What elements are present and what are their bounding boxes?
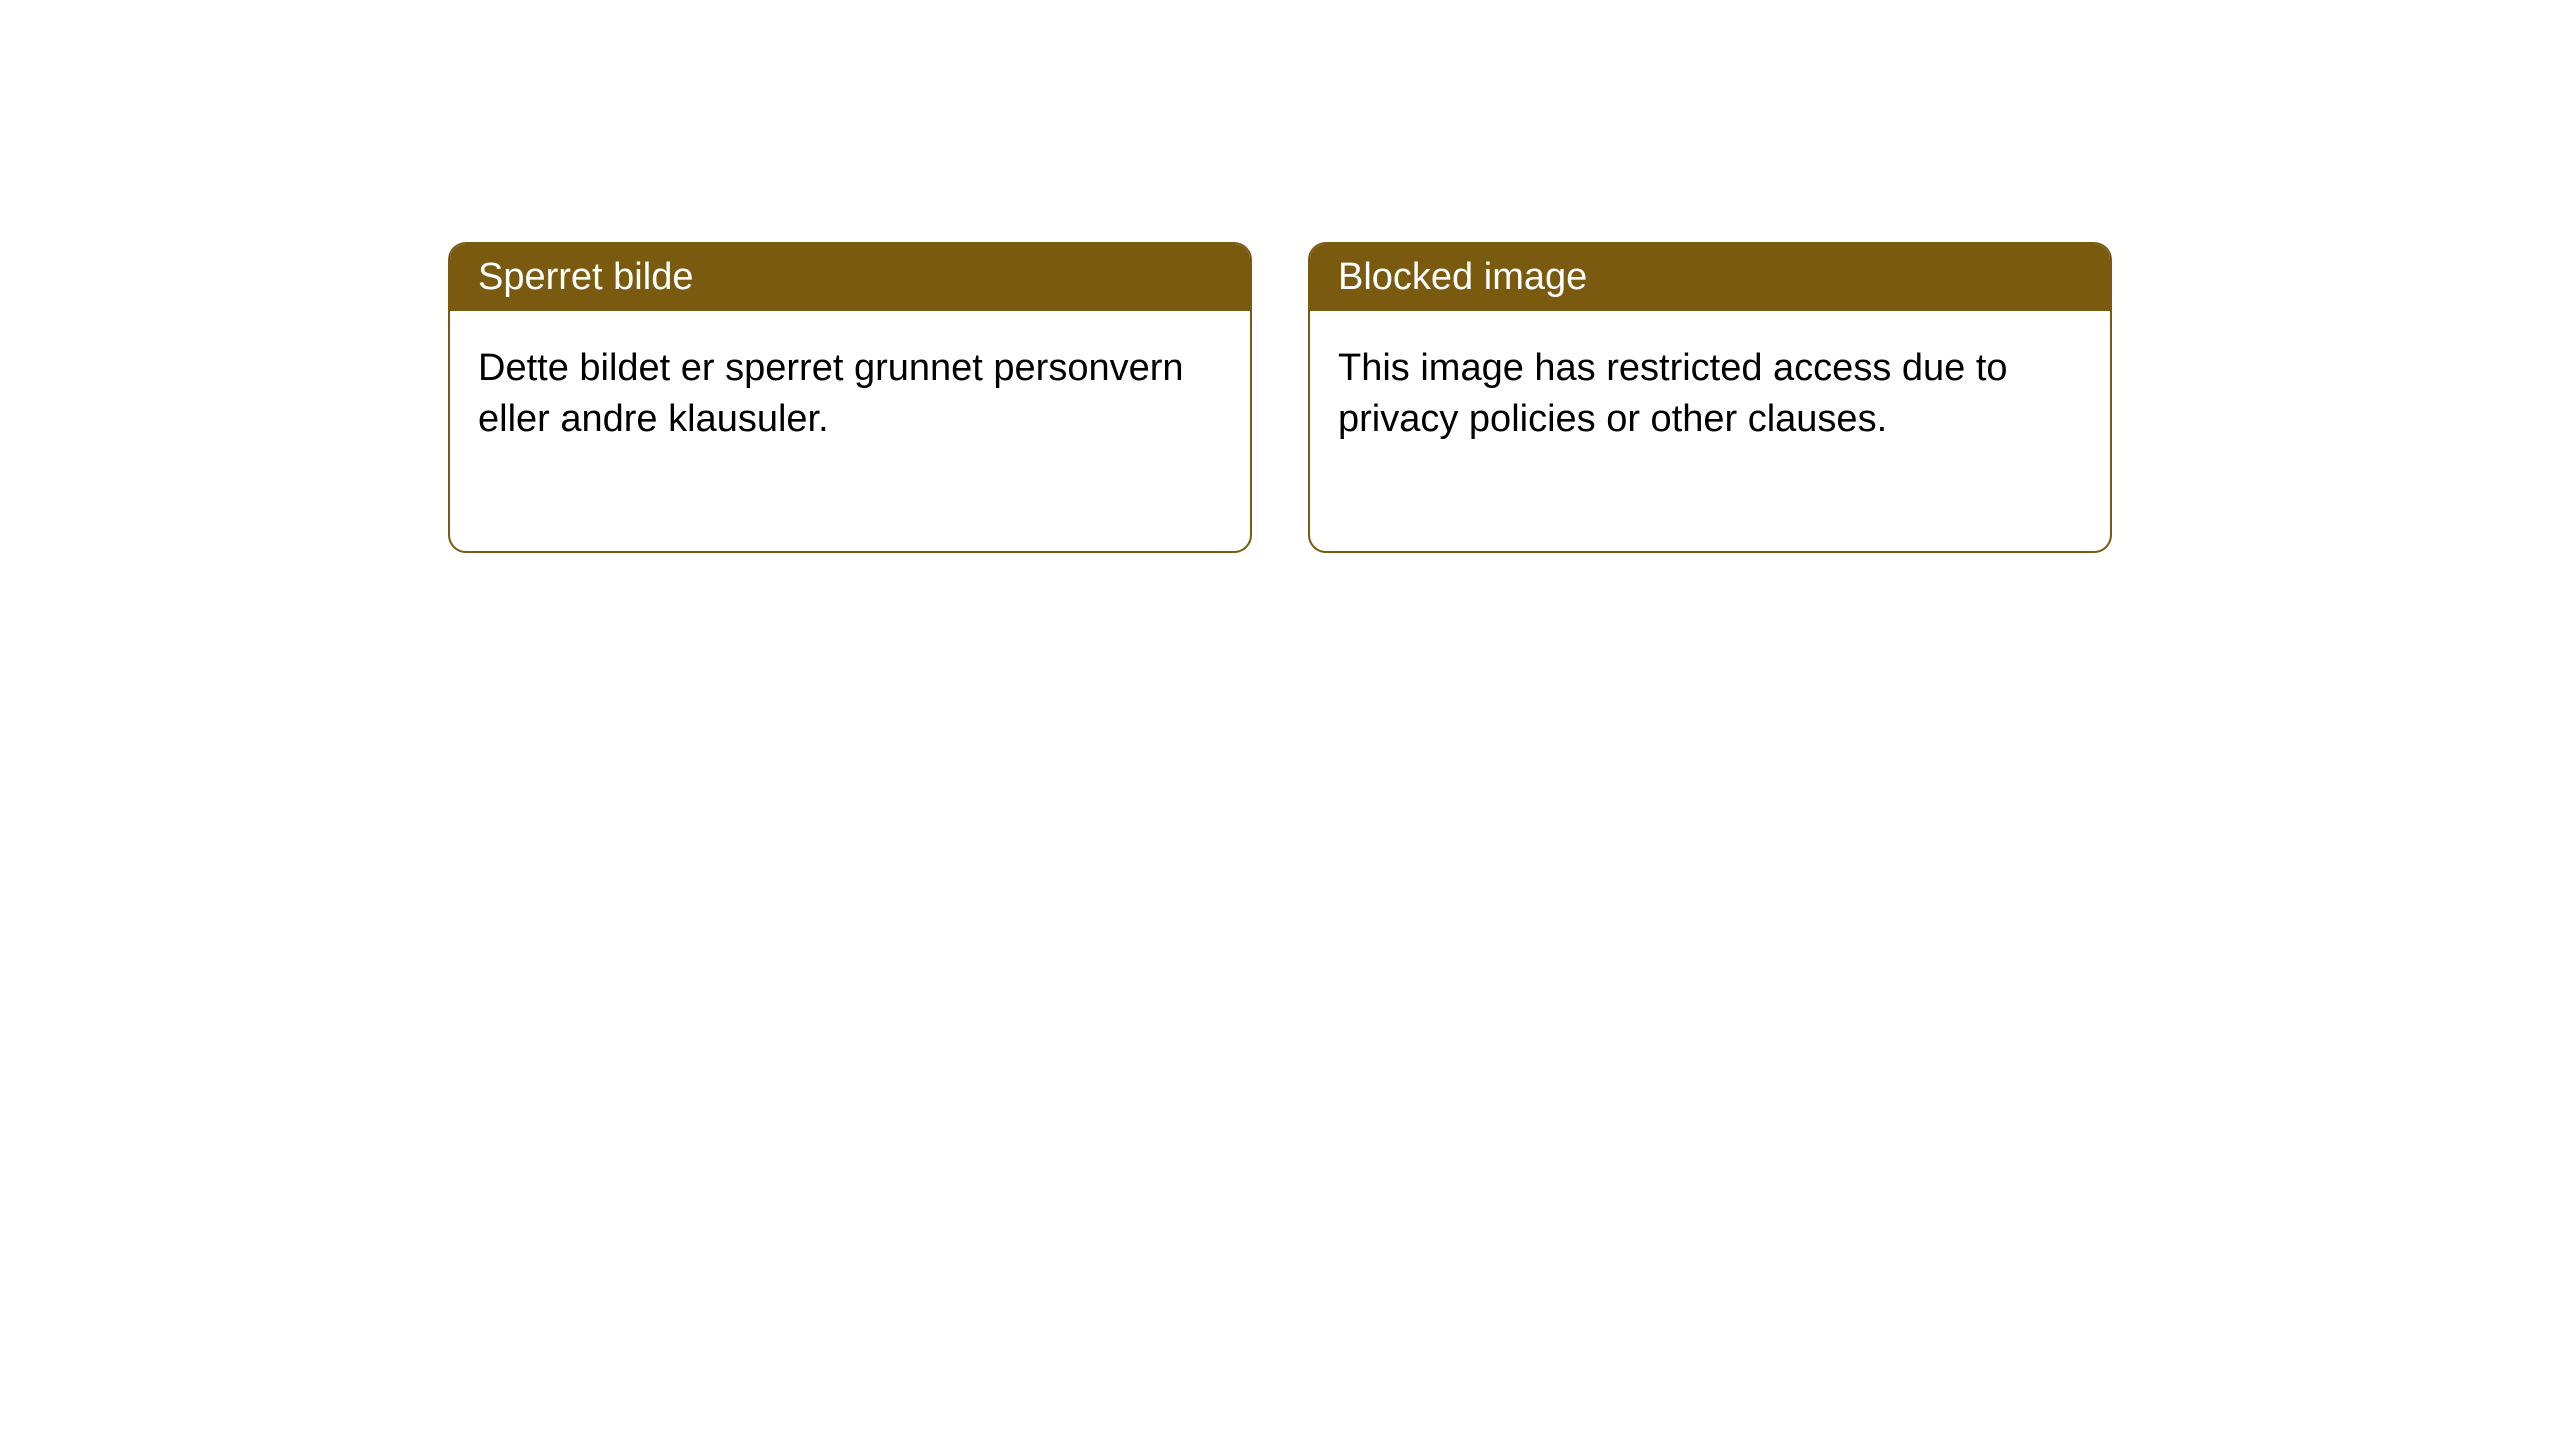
card-body: Dette bildet er sperret grunnet personve…	[450, 311, 1250, 551]
card-header: Blocked image	[1310, 244, 2110, 311]
card-body: This image has restricted access due to …	[1310, 311, 2110, 551]
card-header: Sperret bilde	[450, 244, 1250, 311]
notice-card-english: Blocked image This image has restricted …	[1308, 242, 2112, 553]
notice-cards-container: Sperret bilde Dette bildet er sperret gr…	[448, 242, 2112, 553]
notice-card-norwegian: Sperret bilde Dette bildet er sperret gr…	[448, 242, 1252, 553]
